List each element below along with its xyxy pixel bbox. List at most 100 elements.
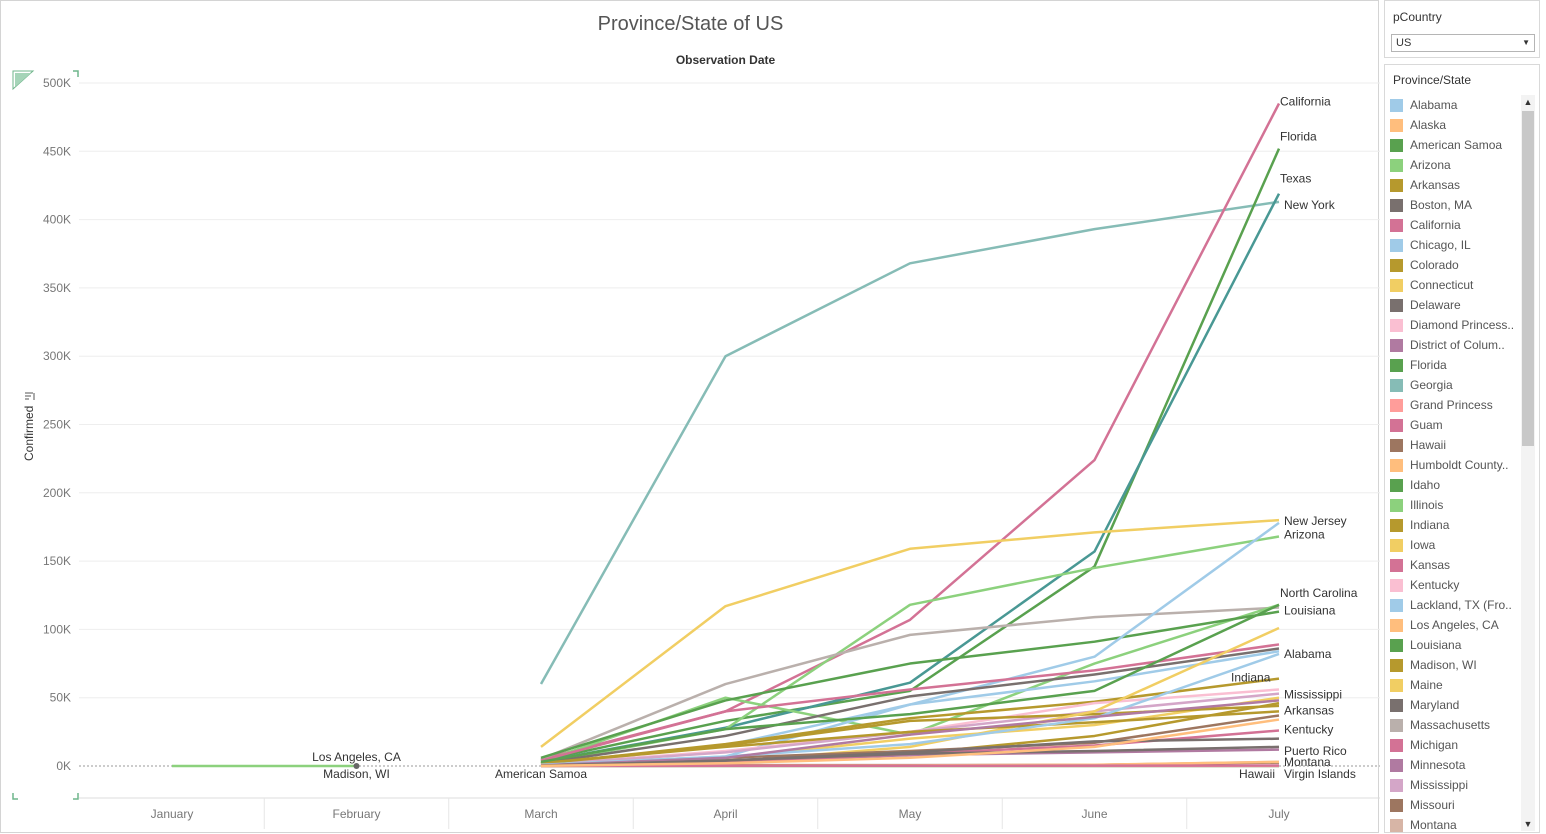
legend-item[interactable]: Missouri bbox=[1390, 795, 1518, 815]
legend-item[interactable]: California bbox=[1390, 215, 1518, 235]
legend-label: California bbox=[1410, 218, 1518, 232]
legend-item[interactable]: Louisiana bbox=[1390, 635, 1518, 655]
y-tick-label: 400K bbox=[43, 213, 71, 227]
legend-label: Delaware bbox=[1410, 298, 1518, 312]
legend-swatch bbox=[1390, 699, 1403, 712]
line-label: New Jersey bbox=[1284, 514, 1347, 528]
legend-item[interactable]: District of Colum.. bbox=[1390, 335, 1518, 355]
scroll-thumb[interactable] bbox=[1522, 111, 1534, 446]
legend-item[interactable]: Delaware bbox=[1390, 295, 1518, 315]
legend-item[interactable]: Alabama bbox=[1390, 95, 1518, 115]
legend-item[interactable]: Minnesota bbox=[1390, 755, 1518, 775]
legend-swatch bbox=[1390, 759, 1403, 772]
legend-item[interactable]: Georgia bbox=[1390, 375, 1518, 395]
legend-item[interactable]: Alaska bbox=[1390, 115, 1518, 135]
legend-swatch bbox=[1390, 659, 1403, 672]
line-label: Texas bbox=[1280, 172, 1311, 186]
sort-icon[interactable] bbox=[25, 393, 34, 400]
legend-item[interactable]: Maine bbox=[1390, 675, 1518, 695]
legend-item[interactable]: Kansas bbox=[1390, 555, 1518, 575]
legend-item[interactable]: Arizona bbox=[1390, 155, 1518, 175]
legend-item[interactable]: Colorado bbox=[1390, 255, 1518, 275]
y-tick-label: 500K bbox=[43, 76, 71, 90]
legend-item[interactable]: Kentucky bbox=[1390, 575, 1518, 595]
y-tick-label: 200K bbox=[43, 486, 71, 500]
legend-swatch bbox=[1390, 579, 1403, 592]
legend-item[interactable]: Idaho bbox=[1390, 475, 1518, 495]
series-line bbox=[541, 202, 1279, 684]
legend-item[interactable]: Massachusetts bbox=[1390, 715, 1518, 735]
legend-title: Province/State bbox=[1393, 73, 1471, 87]
legend-swatch bbox=[1390, 379, 1403, 392]
scroll-up-icon[interactable]: ▲ bbox=[1521, 95, 1535, 109]
y-axis-label: Confirmed bbox=[22, 406, 36, 461]
legend-card: Province/State Alabama Alaska American Sam… bbox=[1384, 64, 1540, 833]
legend-item[interactable]: Los Angeles, CA bbox=[1390, 615, 1518, 635]
y-tick-label: 100K bbox=[43, 622, 71, 636]
legend-item[interactable]: Hawaii bbox=[1390, 435, 1518, 455]
country-select[interactable]: US ▼ bbox=[1391, 34, 1535, 52]
legend-item[interactable]: Florida bbox=[1390, 355, 1518, 375]
legend-item[interactable]: Diamond Princess.. bbox=[1390, 315, 1518, 335]
legend-swatch bbox=[1390, 739, 1403, 752]
legend-swatch bbox=[1390, 359, 1403, 372]
legend-swatch bbox=[1390, 559, 1403, 572]
legend-label: Connecticut bbox=[1410, 278, 1518, 292]
country-filter-card: pCountry US ▼ bbox=[1384, 0, 1540, 58]
legend-swatch bbox=[1390, 639, 1403, 652]
legend-item[interactable]: Chicago, IL bbox=[1390, 235, 1518, 255]
legend-item[interactable]: Humboldt County.. bbox=[1390, 455, 1518, 475]
legend-swatch bbox=[1390, 419, 1403, 432]
legend-scrollbar[interactable]: ▲ ▼ bbox=[1521, 95, 1535, 831]
legend-item[interactable]: Mississippi bbox=[1390, 775, 1518, 795]
legend-label: Idaho bbox=[1410, 478, 1518, 492]
y-tick-label: 300K bbox=[43, 349, 71, 363]
y-tick-label: 150K bbox=[43, 554, 71, 568]
legend-item[interactable]: Guam bbox=[1390, 415, 1518, 435]
legend-item[interactable]: Michigan bbox=[1390, 735, 1518, 755]
legend-item[interactable]: Arkansas bbox=[1390, 175, 1518, 195]
y-axis-ticks: 0K50K100K150K200K250K300K350K400K450K500… bbox=[43, 76, 71, 773]
legend-item[interactable]: American Samoa bbox=[1390, 135, 1518, 155]
scroll-down-icon[interactable]: ▼ bbox=[1521, 817, 1535, 831]
legend-swatch bbox=[1390, 799, 1403, 812]
line-label: Florida bbox=[1280, 130, 1317, 144]
legend-item[interactable]: Montana bbox=[1390, 815, 1518, 833]
line-label: Arizona bbox=[1284, 528, 1325, 542]
legend-label: Lackland, TX (Fro.. bbox=[1410, 598, 1518, 612]
legend-label: Arkansas bbox=[1410, 178, 1518, 192]
legend-swatch bbox=[1390, 339, 1403, 352]
line-chart[interactable]: 0K50K100K150K200K250K300K350K400K450K500… bbox=[1, 1, 1380, 834]
legend-item[interactable]: Lackland, TX (Fro.. bbox=[1390, 595, 1518, 615]
legend-swatch bbox=[1390, 219, 1403, 232]
x-tick-label: May bbox=[899, 807, 922, 821]
legend-label: District of Colum.. bbox=[1410, 338, 1518, 352]
legend-label: Massachusetts bbox=[1410, 718, 1518, 732]
legend-item[interactable]: Connecticut bbox=[1390, 275, 1518, 295]
legend-item[interactable]: Boston, MA bbox=[1390, 195, 1518, 215]
legend-swatch bbox=[1390, 599, 1403, 612]
legend-label: Maryland bbox=[1410, 698, 1518, 712]
legend-item[interactable]: Iowa bbox=[1390, 535, 1518, 555]
legend-swatch bbox=[1390, 319, 1403, 332]
legend-swatch bbox=[1390, 259, 1403, 272]
line-label: North Carolina bbox=[1280, 586, 1358, 600]
y-tick-label: 350K bbox=[43, 281, 71, 295]
legend-label: Michigan bbox=[1410, 738, 1518, 752]
legend-item[interactable]: Grand Princess bbox=[1390, 395, 1518, 415]
grid-lines bbox=[79, 83, 1380, 766]
legend-label: Kansas bbox=[1410, 558, 1518, 572]
legend-label: Alaska bbox=[1410, 118, 1518, 132]
legend-swatch bbox=[1390, 299, 1403, 312]
legend-item[interactable]: Illinois bbox=[1390, 495, 1518, 515]
legend-item[interactable]: Maryland bbox=[1390, 695, 1518, 715]
legend-swatch bbox=[1390, 499, 1403, 512]
legend-item[interactable]: Indiana bbox=[1390, 515, 1518, 535]
legend-label: Humboldt County.. bbox=[1410, 458, 1518, 472]
legend-item[interactable]: Madison, WI bbox=[1390, 655, 1518, 675]
legend-swatch bbox=[1390, 279, 1403, 292]
chevron-down-icon[interactable]: ▼ bbox=[1522, 35, 1530, 51]
legend-swatch bbox=[1390, 719, 1403, 732]
